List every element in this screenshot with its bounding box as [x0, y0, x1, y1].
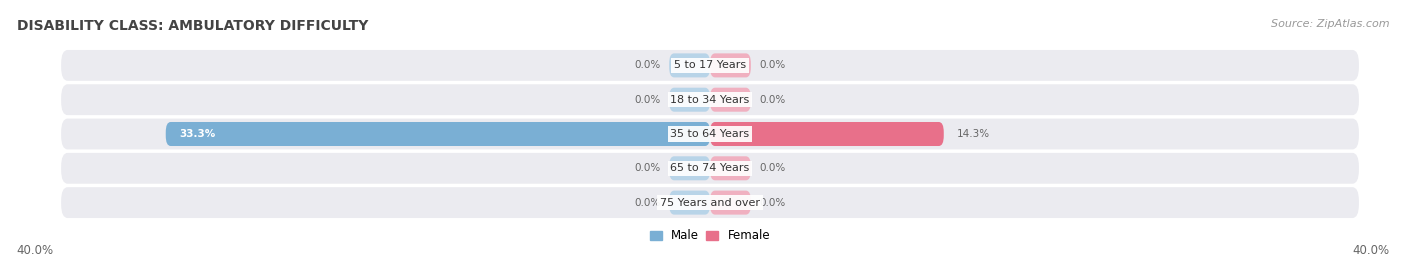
- Text: 0.0%: 0.0%: [759, 198, 786, 208]
- Text: 35 to 64 Years: 35 to 64 Years: [671, 129, 749, 139]
- Text: 33.3%: 33.3%: [179, 129, 215, 139]
- Text: 0.0%: 0.0%: [634, 60, 661, 70]
- FancyBboxPatch shape: [710, 191, 751, 215]
- Text: 18 to 34 Years: 18 to 34 Years: [671, 95, 749, 105]
- FancyBboxPatch shape: [60, 118, 1360, 150]
- FancyBboxPatch shape: [669, 53, 710, 77]
- Text: 65 to 74 Years: 65 to 74 Years: [671, 163, 749, 173]
- FancyBboxPatch shape: [669, 191, 710, 215]
- Legend: Male, Female: Male, Female: [648, 227, 772, 245]
- Text: Source: ZipAtlas.com: Source: ZipAtlas.com: [1271, 19, 1389, 29]
- FancyBboxPatch shape: [710, 156, 751, 180]
- Text: 0.0%: 0.0%: [759, 163, 786, 173]
- FancyBboxPatch shape: [669, 88, 710, 112]
- Text: 5 to 17 Years: 5 to 17 Years: [673, 60, 747, 70]
- Text: 0.0%: 0.0%: [634, 198, 661, 208]
- Text: 40.0%: 40.0%: [17, 244, 53, 257]
- Text: DISABILITY CLASS: AMBULATORY DIFFICULTY: DISABILITY CLASS: AMBULATORY DIFFICULTY: [17, 19, 368, 33]
- Text: 0.0%: 0.0%: [759, 60, 786, 70]
- FancyBboxPatch shape: [710, 88, 751, 112]
- FancyBboxPatch shape: [166, 122, 710, 146]
- Text: 14.3%: 14.3%: [957, 129, 990, 139]
- Text: 40.0%: 40.0%: [1353, 244, 1389, 257]
- Text: 0.0%: 0.0%: [759, 95, 786, 105]
- Text: 75 Years and over: 75 Years and over: [659, 198, 761, 208]
- FancyBboxPatch shape: [710, 53, 751, 77]
- Text: 0.0%: 0.0%: [634, 163, 661, 173]
- FancyBboxPatch shape: [669, 156, 710, 180]
- FancyBboxPatch shape: [60, 187, 1360, 218]
- Text: 0.0%: 0.0%: [634, 95, 661, 105]
- FancyBboxPatch shape: [710, 122, 943, 146]
- FancyBboxPatch shape: [60, 153, 1360, 184]
- FancyBboxPatch shape: [60, 50, 1360, 81]
- FancyBboxPatch shape: [60, 84, 1360, 115]
